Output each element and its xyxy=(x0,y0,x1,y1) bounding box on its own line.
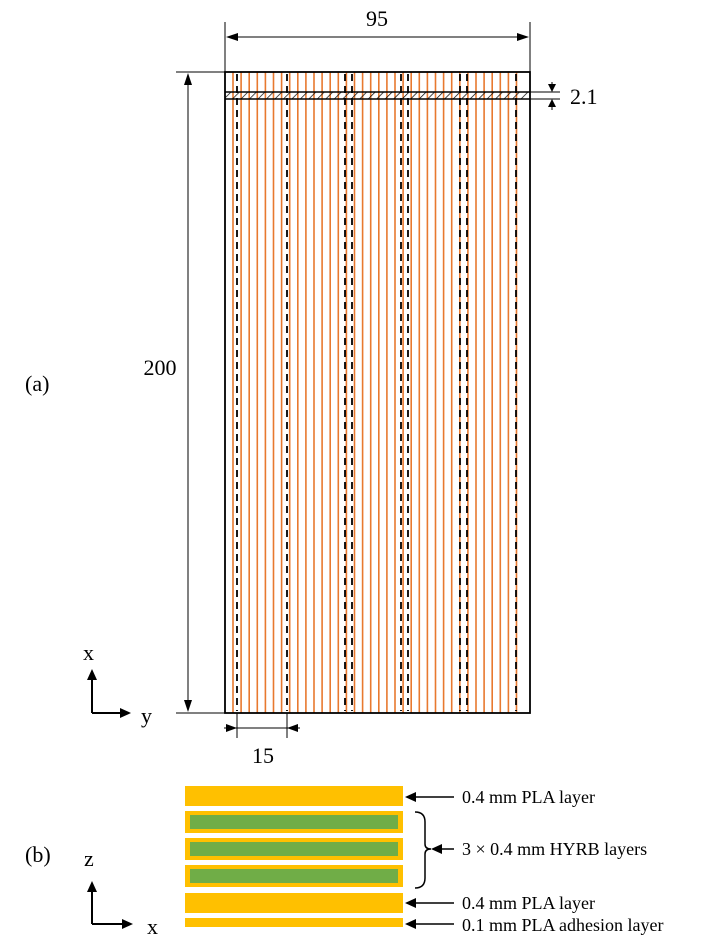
hyrb-brace xyxy=(414,811,432,889)
top-pla-layer xyxy=(185,786,403,806)
top-pla-label: 0.4 mm PLA layer xyxy=(462,787,595,807)
adhesion-arrow xyxy=(405,919,416,929)
strip-dashed-lines xyxy=(236,74,517,711)
thickness-dimension-label: 2.1 xyxy=(570,84,598,109)
thickness-band-hatch xyxy=(225,92,530,99)
axis-a-horizontal-arrow xyxy=(120,708,131,718)
thickness-dimension: 2.1 xyxy=(530,82,598,110)
hyrb-layer-3-core xyxy=(190,869,398,883)
height-arrow-top xyxy=(184,73,192,85)
axis-a-vertical-label: x xyxy=(83,640,94,665)
adhesion-layer xyxy=(185,918,403,927)
panel-b: (b) 0.4 mm PLA layer 3 × 0.4 mm HYRB lay… xyxy=(25,786,663,939)
axis-b-vertical-label: z xyxy=(84,846,94,871)
panel-a: (a) 95 200 xyxy=(25,6,598,768)
axis-b-vertical-arrow xyxy=(87,881,97,892)
adhesion-label: 0.1 mm PLA adhesion layer xyxy=(462,915,663,935)
hyrb-label: 3 × 0.4 mm HYRB layers xyxy=(462,839,647,859)
thickness-arrow-bottom xyxy=(548,99,556,107)
spacing-dimension-label: 15 xyxy=(252,743,274,768)
width-arrow-left xyxy=(226,33,238,41)
width-dimension: 95 xyxy=(224,6,531,72)
axes-b: z x xyxy=(84,846,158,939)
bottom-pla-arrow xyxy=(405,898,416,908)
axis-b-horizontal-label: x xyxy=(147,914,158,939)
layer-labels: 0.4 mm PLA layer 3 × 0.4 mm HYRB layers … xyxy=(405,787,663,935)
height-dimension-label: 200 xyxy=(144,355,177,380)
width-dimension-label: 95 xyxy=(366,6,388,31)
thickness-band xyxy=(225,91,530,100)
spacing-dimension: 15 xyxy=(224,713,300,768)
axis-b-horizontal-arrow xyxy=(122,919,133,929)
hyrb-layer-2-core xyxy=(190,842,398,856)
height-arrow-bottom xyxy=(184,700,192,712)
panel-b-label: (b) xyxy=(25,842,51,867)
fiber-lines xyxy=(232,72,518,713)
axis-a-vertical-arrow xyxy=(87,669,97,680)
hyrb-layer-1-core xyxy=(190,815,398,829)
spacing-arrow-right xyxy=(287,724,298,732)
width-arrow-right xyxy=(517,33,529,41)
bottom-pla-layer xyxy=(185,893,403,913)
height-dimension: 200 xyxy=(144,71,225,714)
specimen-outline xyxy=(224,71,531,714)
thickness-arrow-top xyxy=(548,84,556,92)
top-pla-arrow xyxy=(405,792,416,802)
bottom-pla-label: 0.4 mm PLA layer xyxy=(462,893,595,913)
axes-a: x y xyxy=(83,640,152,728)
hyrb-arrow xyxy=(431,844,442,854)
panel-a-label: (a) xyxy=(25,371,49,396)
layer-stack xyxy=(185,786,403,927)
spacing-arrow-left xyxy=(226,724,237,732)
axis-a-horizontal-label: y xyxy=(141,703,152,728)
